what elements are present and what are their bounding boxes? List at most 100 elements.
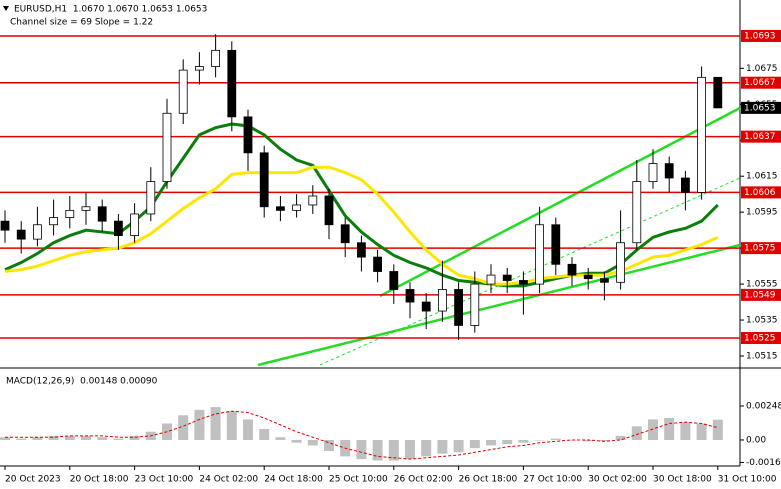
level-label: 1.0575 (744, 244, 776, 254)
macd-bar (615, 435, 626, 440)
macd-bar (567, 439, 577, 441)
x-tick-label: 23 Oct 10:00 (135, 475, 194, 485)
candle-body (567, 263, 577, 276)
channel-upper (379, 106, 741, 298)
macd-bar (550, 438, 561, 440)
macd-bar (437, 439, 448, 454)
macd-bar (631, 426, 642, 440)
macd-bar (648, 419, 658, 440)
candle-body (16, 229, 26, 240)
macd-bar (16, 438, 27, 440)
candle-body (486, 274, 496, 285)
candle-body (340, 224, 350, 244)
level-label: 1.0606 (744, 188, 776, 198)
level-box (741, 242, 781, 255)
macd-bar (97, 437, 108, 440)
candle-body (194, 66, 204, 71)
level-label: 1.0667 (744, 78, 776, 88)
y-tick-label: 1.0595 (746, 208, 778, 218)
level-box (741, 29, 781, 42)
candle-body (33, 224, 42, 240)
y-tick-label: 0.00248 (746, 401, 781, 411)
plot: 1.06751.06551.06351.06151.05951.05751.05… (0, 29, 781, 485)
indicator-line (4, 122, 719, 288)
candle-body (713, 76, 723, 109)
y-tick-label: 1.0535 (746, 316, 778, 326)
candle-body (405, 289, 415, 303)
candle-body (162, 112, 172, 183)
chart-subtitle: Channel size = 69 Slope = 1.22 (10, 18, 153, 28)
macd-bar (129, 435, 140, 440)
level-label: 1.0693 (744, 31, 776, 41)
macd-title: MACD(12,26,9) 0.00148 0.00090 (6, 377, 158, 387)
candle-body (470, 283, 480, 326)
y-tick-label: 1.0615 (746, 172, 778, 182)
macd-bar (113, 438, 124, 440)
candle-body (373, 256, 383, 272)
candle-body (356, 242, 366, 258)
macd-bar (0, 437, 10, 440)
candle-body (535, 224, 544, 285)
macd-bar (291, 439, 302, 443)
candle-body (437, 289, 447, 312)
y-tick-label: 0.00 (746, 435, 766, 445)
x-tick-label: 20 Oct 2023 (5, 475, 61, 485)
macd-bar (178, 415, 189, 440)
macd-bar (388, 439, 399, 461)
macd-bar (324, 439, 334, 451)
x-tick-label: 27 Oct 10:00 (523, 475, 582, 485)
macd-bar (372, 439, 383, 461)
candle-body (389, 271, 399, 290)
macd-bar (421, 439, 432, 457)
macd-bar (534, 439, 545, 441)
channel-middle (319, 177, 741, 366)
candle-body (146, 181, 156, 215)
macd-bar (680, 422, 691, 440)
x-tick-label: 25 Oct 10:00 (329, 475, 388, 485)
level-label: 1.0549 (744, 290, 776, 300)
x-tick-label: 26 Oct 18:00 (459, 475, 518, 485)
indicator-line (4, 165, 719, 286)
level-label: 1.0637 (744, 132, 776, 142)
x-tick-label: 20 Oct 18:00 (70, 475, 129, 485)
title-arrow (3, 6, 9, 11)
candle-body (648, 163, 658, 183)
macd-bar (243, 419, 253, 440)
macd-bar (712, 419, 723, 440)
macd-bar (210, 407, 221, 440)
candle-body (49, 217, 58, 226)
candle-body (211, 49, 221, 67)
macd-bar (32, 437, 43, 440)
level-box (741, 130, 781, 143)
candle-body (583, 274, 593, 280)
level-label: 1.0525 (744, 334, 776, 344)
x-tick-label: 24 Oct 02:00 (199, 475, 258, 485)
candle-body (502, 274, 512, 281)
macd-bar (583, 439, 594, 442)
candle-body (551, 224, 561, 265)
candle-body (243, 116, 253, 154)
x-tick-label: 31 Oct 10:00 (718, 475, 777, 485)
macd-bar (405, 439, 415, 460)
macd-bar (259, 429, 270, 440)
macd-bar (518, 439, 529, 443)
candle-body (600, 278, 609, 283)
candle-body (519, 280, 528, 285)
y-tick-label: -0.00164 (746, 458, 781, 468)
y-tick-label: 1.0675 (746, 64, 778, 74)
candle-body (324, 195, 334, 226)
macd-bar (599, 439, 610, 442)
macd-bar (696, 423, 707, 440)
macd-bar (226, 411, 237, 440)
macd-bar (356, 439, 367, 460)
indicator-line (5, 410, 718, 460)
chart-title: EURUSD,H1 1.0670 1.0670 1.0653 1.0653 (14, 5, 207, 15)
candle-body (97, 206, 107, 222)
macd-bar (275, 437, 286, 440)
candle-body (0, 220, 10, 231)
candle-body (697, 76, 706, 193)
candle-body (275, 206, 285, 211)
macd-bar (469, 439, 480, 449)
